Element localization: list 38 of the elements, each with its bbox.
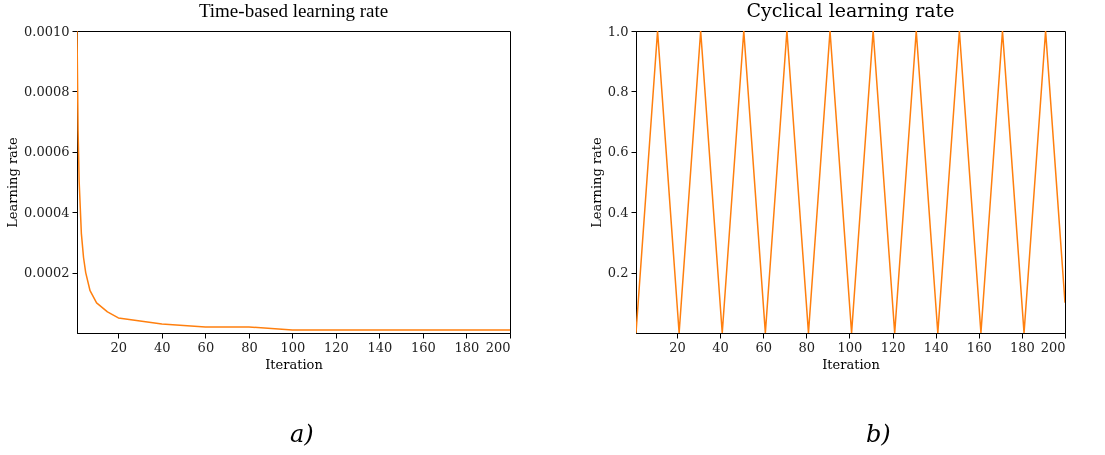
- y-tick-label: 0.0010: [24, 23, 70, 39]
- text: a): [290, 420, 314, 448]
- y-tick-label: 0.8: [607, 83, 629, 99]
- y-tick-label: 0.4: [607, 204, 629, 220]
- x-tick-label: 60: [755, 339, 772, 355]
- y-tick-label: 0.0008: [24, 83, 70, 99]
- x-tick-label: 60: [197, 339, 215, 355]
- chart-title: Time-based learning rate: [198, 0, 389, 21]
- x-tick-label: 20: [110, 339, 128, 355]
- x-axis-title: Iteration: [265, 356, 324, 372]
- x-tick-label: 140: [923, 339, 949, 355]
- y-tick-label: 0.2: [607, 265, 629, 281]
- y-tick-label: 0.0006: [24, 144, 70, 160]
- y-tick-label: 0.0002: [24, 265, 70, 281]
- x-tick-label: 140: [367, 339, 393, 355]
- y-tick-label: 1.0: [607, 23, 629, 39]
- chart-title: Cyclical learning rate: [746, 0, 955, 21]
- x-tick-label: 100: [837, 339, 863, 355]
- x-tick-label: 40: [712, 339, 729, 355]
- x-tick-label: 200: [485, 339, 511, 355]
- x-tick-label: 120: [324, 339, 349, 355]
- x-tick-label: 80: [241, 339, 258, 355]
- x-tick-label: 160: [966, 339, 992, 355]
- text: b): [866, 420, 891, 448]
- x-tick-label: 100: [280, 339, 306, 355]
- y-axis-title: Learning rate: [588, 136, 604, 228]
- x-tick-label: 20: [669, 339, 686, 355]
- y-tick-label: 0.6: [607, 144, 629, 160]
- x-tick-label: 180: [454, 339, 480, 355]
- x-tick-label: 160: [411, 339, 436, 355]
- x-tick-label: 80: [798, 339, 816, 355]
- y-tick-label: 0.0004: [24, 204, 70, 220]
- x-tick-label: 40: [154, 339, 171, 355]
- x-tick-label: 120: [880, 339, 906, 355]
- x-axis-title: Iteration: [822, 356, 881, 372]
- x-tick-label: 200: [1040, 339, 1066, 355]
- x-tick-label: 180: [1009, 339, 1035, 355]
- y-axis-title: Learning rate: [5, 136, 21, 228]
